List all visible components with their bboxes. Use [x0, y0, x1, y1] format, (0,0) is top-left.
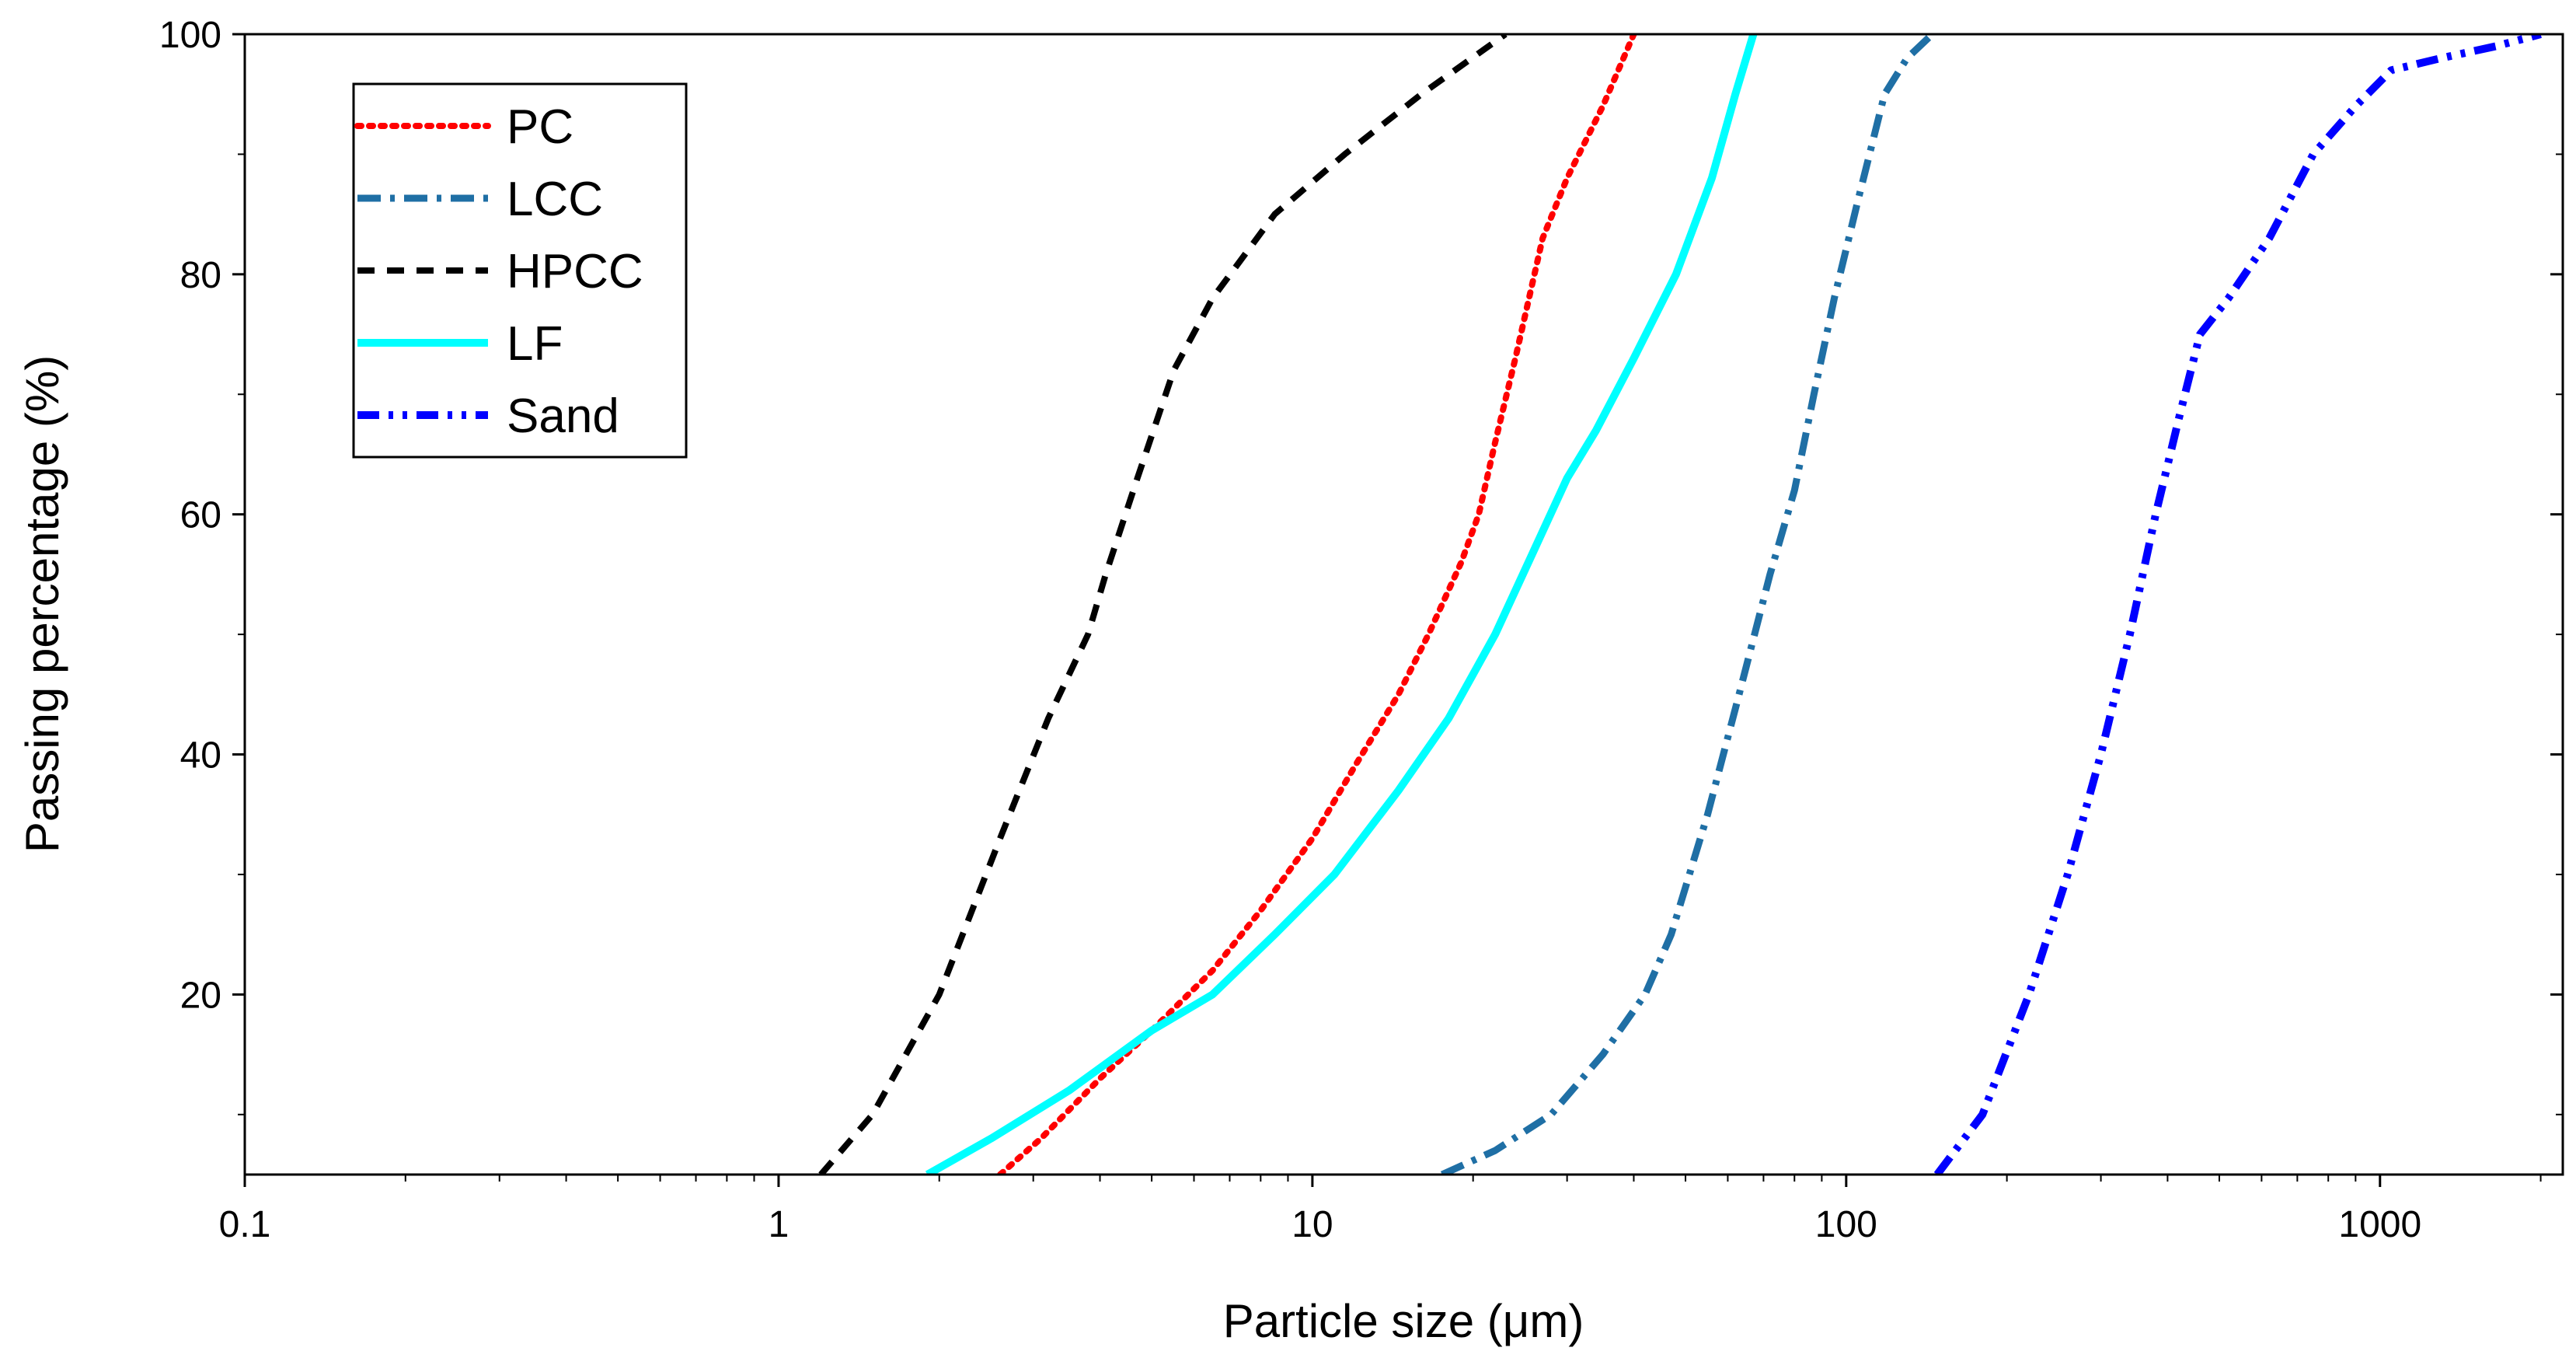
plot-area-frame	[243, 33, 2564, 1176]
legend-box	[352, 82, 688, 459]
x-tick-label: 1000	[2338, 1204, 2421, 1245]
y-tick-label: 100	[159, 15, 221, 56]
x-tick-label: 1	[769, 1204, 790, 1245]
series-layer	[818, 34, 2542, 1175]
axis-layer: 0.1 1 10 100 1000 20 40 60 80 100	[159, 15, 2563, 1245]
y-tick-label: 80	[180, 255, 221, 296]
x-tick-label: 0.1	[219, 1204, 271, 1245]
x-axis-title: Particle size (μm)	[1223, 1295, 1584, 1347]
legend-label-lcc: LCC	[507, 173, 603, 226]
legend-label-sand: Sand	[507, 389, 619, 443]
series-line-sand	[1933, 34, 2542, 1175]
legend-label-lf: LF	[507, 317, 563, 371]
y-axis-title: Passing percentage (%)	[16, 355, 68, 853]
legend: PC LCC HPCC LF Sand	[352, 82, 688, 459]
x-tick-label: 10	[1291, 1204, 1333, 1245]
y-tick-label: 40	[180, 735, 221, 777]
series-line-lcc	[1440, 34, 1935, 1175]
y-tick-label: 20	[180, 975, 221, 1016]
x-tick-label: 100	[1815, 1204, 1877, 1245]
legend-label-pc: PC	[507, 100, 573, 154]
series-line-hpcc	[818, 34, 1508, 1175]
y-tick-label: 60	[180, 495, 221, 536]
series-line-lf	[925, 34, 1758, 1175]
legend-label-hpcc: HPCC	[507, 245, 643, 298]
